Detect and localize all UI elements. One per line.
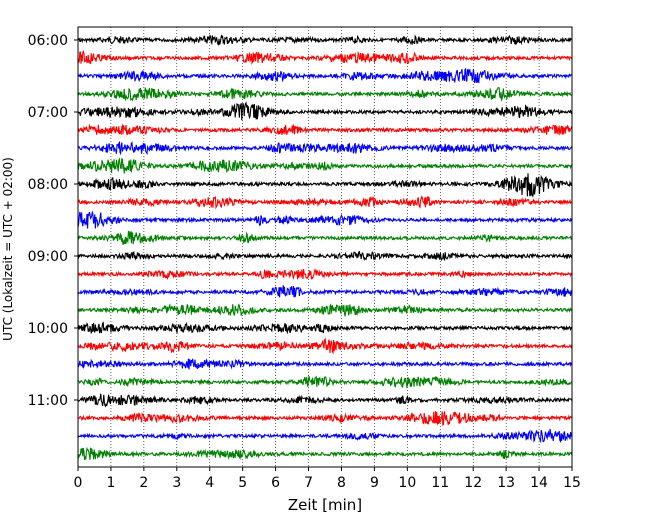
x-tick-label: 11	[431, 475, 449, 491]
trace-1000	[77, 321, 573, 335]
trace-1130	[77, 428, 573, 444]
x-tick-label: 0	[74, 475, 83, 491]
trace-0645	[77, 86, 572, 102]
y-tick-label: 10:00	[28, 321, 68, 337]
x-tick-label: 4	[205, 475, 214, 491]
trace-1115	[77, 410, 573, 426]
trace-0745	[77, 157, 573, 174]
y-axis-ticks: 06:00 07:00 08:00 09:00 10:00 11:00	[28, 33, 78, 409]
x-tick-label: 9	[370, 475, 379, 491]
trace-0600	[77, 34, 572, 46]
y-axis-label: UTC (Lokalzeit = UTC + 02:00)	[1, 157, 15, 341]
x-tick-label: 14	[530, 475, 548, 491]
trace-0845	[77, 230, 573, 245]
x-axis-label: Zeit [min]	[288, 496, 362, 514]
trace-0900	[77, 250, 573, 262]
x-tick-label: 7	[304, 475, 313, 491]
plot-frame	[77, 26, 573, 468]
x-tick-label: 12	[464, 475, 482, 491]
x-tick-label: 5	[238, 475, 247, 491]
x-axis-ticks: 0 1 2 3 4 5 6 7 8 9 10 11 12 13 14 15	[74, 467, 581, 491]
trace-0915	[77, 267, 573, 281]
y-tick-label: 07:00	[28, 105, 68, 121]
trace-0815	[77, 195, 573, 210]
y-tick-label: 09:00	[28, 249, 68, 265]
x-tick-label: 6	[271, 475, 280, 491]
x-tick-label: 8	[337, 475, 346, 491]
y-tick-label: 06:00	[28, 33, 68, 49]
y-tick-label: 08:00	[28, 177, 68, 193]
x-tick-label: 3	[172, 475, 181, 491]
x-tick-label: 2	[139, 475, 148, 491]
trace-0700	[77, 101, 573, 121]
trace-0730	[77, 141, 573, 156]
trace-0930	[77, 285, 573, 298]
trace-1045	[77, 375, 573, 389]
trace-0830	[77, 211, 573, 229]
x-tick-label: 13	[497, 475, 515, 491]
x-tick-label: 1	[106, 475, 115, 491]
trace-1030	[77, 358, 573, 370]
trace-0945	[77, 303, 573, 317]
trace-0630	[77, 67, 573, 84]
trace-1100	[77, 393, 573, 408]
trace-0800	[77, 173, 573, 198]
trace-1145	[77, 446, 573, 461]
x-tick-label: 10	[398, 475, 416, 491]
grid-lines	[110, 27, 540, 467]
y-tick-label: 11:00	[28, 393, 68, 409]
trace-0615	[77, 49, 573, 66]
x-tick-label: 15	[563, 475, 581, 491]
seismic-traces	[77, 34, 573, 461]
trace-1015	[77, 337, 573, 355]
trace-0715	[77, 123, 573, 136]
